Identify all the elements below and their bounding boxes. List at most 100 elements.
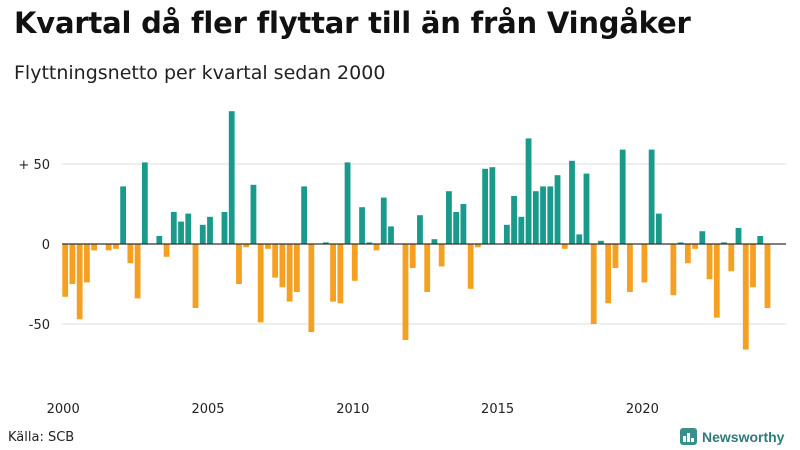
y-tick-label: -50	[29, 318, 50, 333]
x-tick-label: 2020	[626, 402, 659, 417]
bar	[684, 244, 691, 264]
bar	[250, 184, 257, 244]
bar	[569, 160, 575, 244]
bar	[272, 244, 279, 278]
bar	[141, 162, 148, 244]
bar	[84, 244, 90, 283]
bar	[380, 197, 387, 244]
bar	[583, 173, 590, 244]
bar	[576, 234, 583, 244]
bar	[207, 216, 213, 244]
brand-name: Newsworthy	[702, 428, 785, 445]
bar	[750, 244, 756, 288]
bar	[120, 186, 127, 244]
bar	[163, 244, 170, 257]
bar	[156, 236, 163, 244]
brand-logo: Newsworthy	[680, 428, 784, 445]
bar	[460, 204, 467, 244]
bar	[424, 244, 431, 292]
bar	[692, 244, 698, 249]
bar	[228, 111, 235, 244]
bar	[648, 149, 655, 244]
bar	[199, 224, 206, 244]
source-note: Källa: SCB	[8, 430, 75, 445]
bar	[286, 244, 293, 302]
bar	[431, 239, 438, 244]
bar	[301, 186, 308, 244]
bar	[337, 244, 344, 304]
bar	[366, 242, 373, 244]
bar	[91, 244, 98, 251]
x-tick-label: 2010	[336, 402, 369, 417]
bar	[532, 191, 539, 244]
bar	[598, 240, 604, 244]
bar	[525, 138, 532, 244]
bar	[265, 244, 271, 249]
bar	[105, 244, 112, 251]
bar	[670, 244, 677, 296]
y-tick-label: 0	[42, 238, 50, 253]
bar	[706, 244, 713, 280]
bar	[540, 186, 546, 244]
bar	[554, 175, 561, 244]
bar	[728, 244, 735, 272]
bar	[482, 168, 489, 244]
bar	[417, 215, 423, 244]
bar	[322, 242, 329, 244]
bar	[388, 226, 394, 244]
bar	[178, 221, 184, 244]
bar	[757, 236, 764, 244]
bar	[170, 212, 177, 244]
bar	[655, 213, 662, 244]
bar	[69, 244, 76, 284]
bar	[721, 242, 727, 244]
bar	[221, 212, 228, 244]
bar	[446, 191, 452, 244]
bar	[641, 244, 648, 283]
bar	[257, 244, 264, 323]
bar	[438, 244, 445, 267]
bar	[467, 244, 474, 289]
y-tick-label: + 50	[18, 158, 50, 173]
bar	[474, 244, 481, 248]
bar	[308, 244, 315, 332]
bar	[76, 244, 83, 320]
bar	[503, 224, 510, 244]
bar	[518, 216, 525, 244]
bar-chart-icon	[680, 428, 697, 445]
bar	[127, 244, 134, 264]
bar	[489, 167, 496, 244]
bar	[344, 162, 351, 244]
chart-subtitle: Flyttningsnetto per kvartal sedan 2000	[14, 62, 386, 84]
x-tick-label: 2005	[191, 402, 224, 417]
bar	[677, 242, 684, 244]
bar	[293, 244, 300, 292]
bar	[764, 244, 771, 308]
bar	[134, 244, 141, 299]
bar	[359, 207, 365, 244]
bar	[619, 149, 626, 244]
bar	[590, 244, 597, 324]
x-tick-label: 2000	[47, 402, 80, 417]
bar	[561, 244, 568, 249]
bar	[453, 212, 460, 244]
bar	[279, 244, 286, 288]
bar	[699, 231, 706, 244]
bar	[351, 244, 358, 281]
bar	[192, 244, 199, 308]
bar	[713, 244, 720, 318]
bar	[243, 244, 250, 248]
bar	[547, 186, 554, 244]
x-tick-label: 2015	[481, 402, 514, 417]
bar	[605, 244, 612, 304]
bar	[742, 244, 749, 350]
bar	[373, 244, 380, 251]
bar	[612, 244, 619, 268]
bar	[62, 244, 69, 297]
bar	[735, 228, 742, 244]
bar	[511, 196, 517, 244]
bar	[185, 213, 192, 244]
bar	[330, 244, 336, 302]
bar	[236, 244, 242, 284]
